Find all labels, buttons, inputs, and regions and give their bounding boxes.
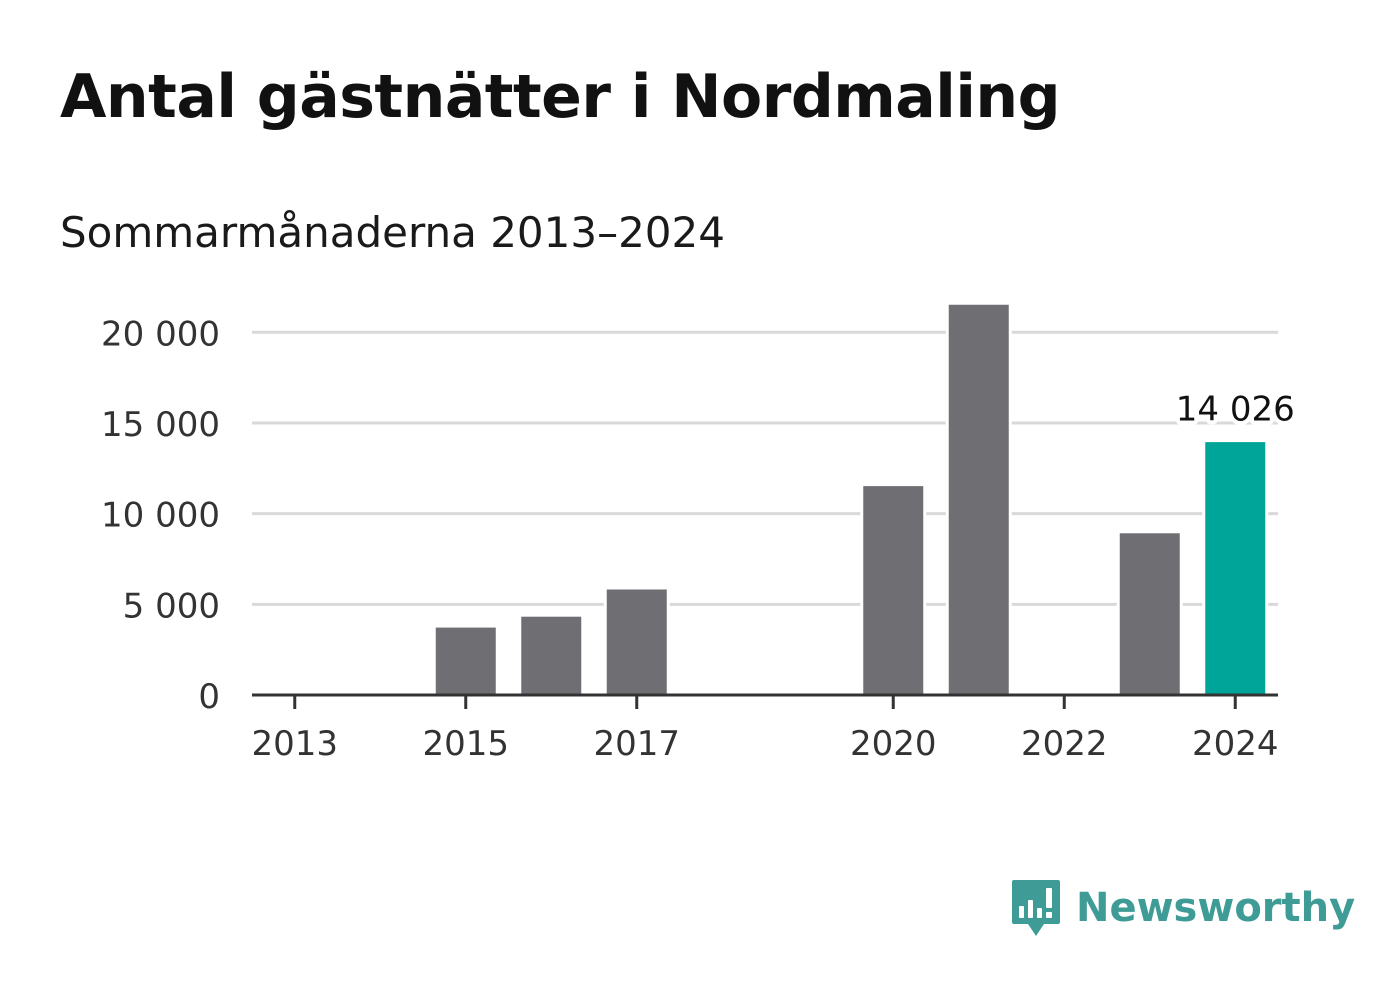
bars: [432, 301, 1269, 697]
y-tick-label: 5 000: [123, 586, 220, 626]
brand-logo: Newsworthy: [1010, 878, 1355, 938]
bar-2020: [860, 483, 927, 697]
chart-title: Antal gästnätter i Nordmaling: [60, 62, 1061, 132]
bar-2017: [603, 586, 670, 697]
x-tick-label: 2017: [593, 724, 680, 764]
bar-2021: [945, 301, 1012, 697]
x-tick-label: 2015: [422, 724, 509, 764]
axes: [252, 693, 1278, 709]
x-tick-label: 2020: [850, 724, 937, 764]
y-tick-label: 10 000: [101, 496, 220, 536]
x-tick-label: 2022: [1021, 724, 1108, 764]
grid-lines: [252, 330, 1278, 606]
bar-2015: [432, 624, 499, 697]
labels: 0 5 000 10 000 15 000 20 000 2013 2015 2017 2020…: [101, 314, 1299, 764]
chart-subtitle: Sommarmånaderna 2013–2024: [60, 208, 725, 257]
bar-2024: [1202, 439, 1269, 697]
newsworthy-logo-icon: [1012, 880, 1060, 936]
x-tick-label: 2024: [1192, 724, 1279, 764]
x-tick-label: 2013: [251, 724, 338, 764]
bar-2023: [1116, 530, 1183, 697]
bar-2016: [518, 613, 585, 697]
y-tick-label: 15 000: [101, 405, 220, 445]
y-tick-label: 0: [198, 677, 220, 717]
y-tick-label: 20 000: [101, 314, 220, 354]
data-label: 14 026: [1176, 390, 1295, 430]
brand-name: Newsworthy: [1076, 885, 1356, 931]
